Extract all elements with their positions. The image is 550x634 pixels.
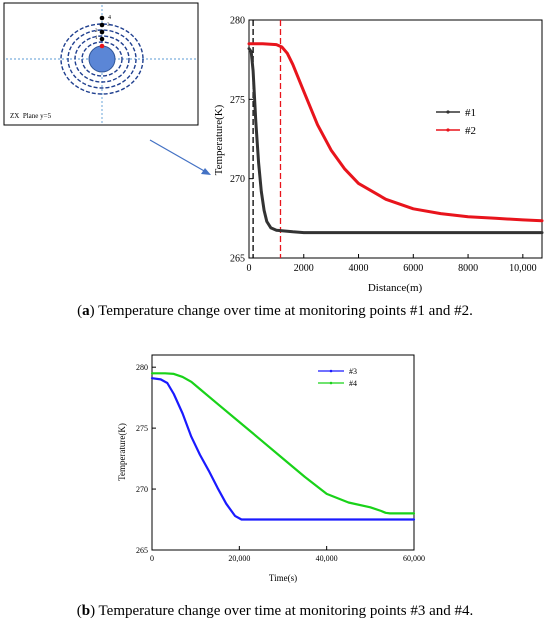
chart-b-xaxis: 0 20,000 40,000 60,000 (150, 546, 425, 563)
schematic-ring-3 (67, 29, 137, 89)
schematic-pipe-circle (88, 45, 116, 73)
caption-a-text: Temperature change over time at monitori… (94, 303, 473, 319)
point-label-4: 4 (108, 15, 111, 21)
chart-b-legend: #3 #4 (318, 367, 357, 388)
chart-b-yaxis: 265 270 275 280 (136, 363, 156, 555)
chart-a-xtick-label: 4000 (349, 263, 369, 274)
chart-b-ytick-label: 275 (136, 424, 148, 433)
schematic-ring-2 (74, 35, 130, 83)
monitor-point-red (99, 43, 105, 49)
chart-b-ytick-label: 265 (136, 546, 148, 555)
chart-b-xlabel: Time(s) (269, 573, 297, 583)
monitor-point-1 (99, 36, 105, 42)
chart-a-xtick-label: 10,000 (509, 263, 537, 274)
monitor-point-4 (99, 15, 105, 21)
chart-a-series-line-1 (247, 47, 544, 235)
chart-a-legend-marker-1 (446, 110, 450, 114)
chart-b-ytick-label: 280 (136, 363, 148, 372)
schematic-ring-4 (60, 23, 144, 95)
chart-b-series-line-2 (150, 372, 416, 515)
chart-b-series-line-1 (150, 377, 416, 521)
chart-b-legend-marker-3 (329, 369, 333, 373)
caption-b-tag: b (81, 603, 91, 619)
chart-b: Temperature(K) 265 270 275 280 0 20,000 40,00… (117, 354, 425, 583)
chart-a-legend-marker-2 (446, 128, 450, 132)
chart-a-xaxis: 0 2000 4000 6000 8000 10,000 (247, 254, 537, 274)
chart-a-ylabel: Temperature(K) (213, 104, 225, 175)
chart-a-xlabel: Distance(m) (368, 282, 423, 294)
chart-b-xtick-label: 20,000 (228, 554, 250, 563)
monitor-point-3 (99, 22, 105, 28)
chart-b-xtick-label: 0 (150, 554, 154, 563)
chart-a-xtick-label: 6000 (403, 263, 423, 274)
caption-b-text: Temperature change over time at monitori… (95, 603, 474, 619)
chart-b-legend-label-3: #3 (349, 367, 357, 376)
chart-a-ytick-label: 265 (230, 254, 245, 265)
plane-label: ZX Plane y=5 (10, 112, 52, 120)
chart-a-ytick-label: 275 (230, 95, 245, 106)
point-label-3: 3 (107, 23, 110, 28)
point-label-1: 1 (95, 36, 98, 41)
chart-a-series-group (247, 42, 544, 235)
chart-a: Temperature(K) 265 270 275 280 0 2000 4000 600… (213, 16, 544, 294)
caption-b: (b) Temperature change over time at moni… (76, 603, 474, 619)
chart-b-legend-marker-4 (329, 381, 333, 385)
chart-a-legend: #1 #2 (436, 107, 476, 137)
pointer-arrow (149, 139, 211, 175)
chart-b-legend-label-4: #4 (349, 379, 357, 388)
chart-a-plot-frame (248, 19, 543, 259)
schematic-panel: 4 3 2 1 ZX Plane y=5 (3, 2, 199, 126)
chart-a-legend-label-2: #2 (465, 125, 476, 137)
chart-a-xtick-label: 8000 (458, 263, 478, 274)
chart-b-series-group (150, 372, 416, 521)
chart-b-ylabel: Temperature(K) (117, 423, 127, 481)
schematic-ring-1 (81, 41, 123, 77)
chart-a-ytick-label: 280 (230, 16, 245, 27)
chart-b-ytick-label: 270 (136, 485, 148, 494)
caption-a-tag: a (82, 303, 90, 319)
caption-a: (a) Temperature change over time at moni… (77, 303, 473, 319)
monitor-point-2 (99, 29, 105, 35)
chart-a-xtick-label: 2000 (294, 263, 314, 274)
chart-a-legend-label-1: #1 (465, 107, 476, 119)
chart-a-ytick-label: 270 (230, 174, 245, 185)
chart-b-plot-frame (151, 354, 415, 551)
chart-a-xtick-label: 0 (247, 263, 252, 274)
chart-b-xtick-label: 60,000 (403, 554, 425, 563)
chart-a-yaxis: 265 270 275 280 (230, 16, 253, 265)
chart-b-xtick-label: 40,000 (316, 554, 338, 563)
point-label-2: 2 (95, 29, 98, 34)
chart-a-series-line-2 (247, 42, 544, 223)
